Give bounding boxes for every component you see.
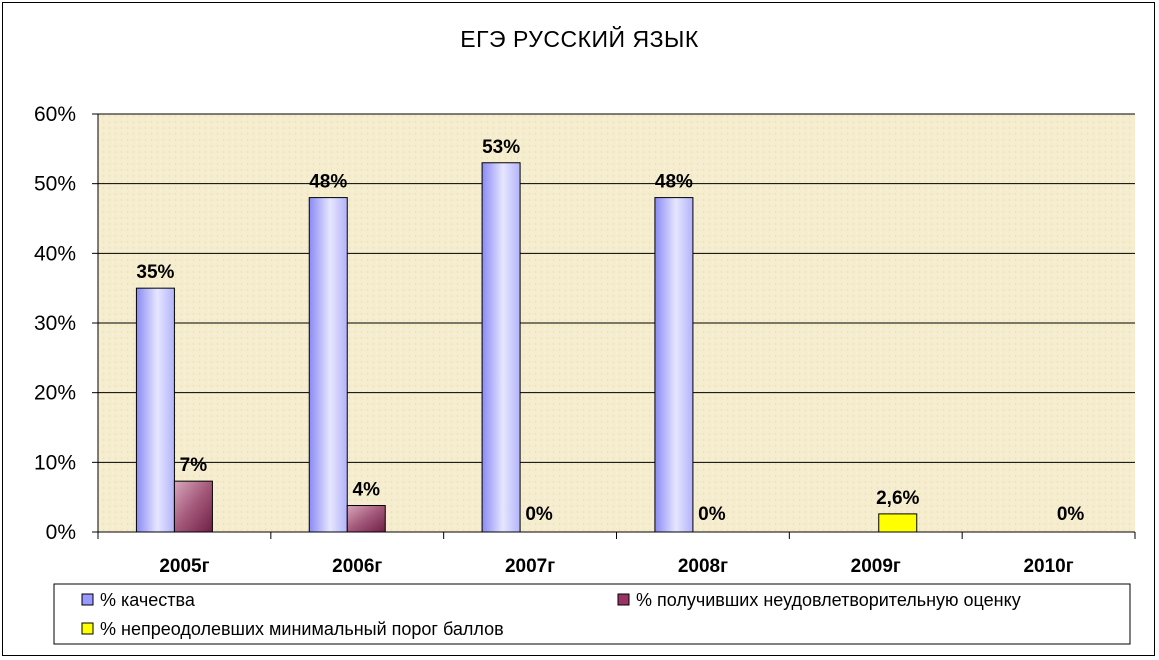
data-label: 48% [309, 172, 347, 193]
x-tick-label: 2007г [505, 556, 555, 577]
y-tick-label: 50% [34, 173, 76, 196]
data-label: 48% [655, 172, 693, 193]
y-tick-label: 0% [46, 521, 76, 544]
legend-swatch [617, 593, 630, 606]
legend-label: % качества [100, 590, 196, 610]
data-label: 35% [136, 262, 174, 283]
y-tick-label: 30% [34, 312, 76, 335]
data-label: 0% [1057, 504, 1085, 525]
bar-1 [481, 162, 521, 533]
legend-swatch [81, 622, 94, 635]
y-tick-label: 60% [34, 103, 76, 126]
y-tick-label: 10% [34, 451, 76, 474]
legend-label: % непреодолевших минимальный порог балло… [100, 619, 504, 639]
legend-swatch [81, 593, 94, 606]
data-label: 2,6% [876, 488, 919, 509]
data-label: 0% [698, 504, 726, 525]
x-tick-label: 2006г [332, 556, 382, 577]
y-tick-label: 40% [34, 242, 76, 265]
x-tick-label: 2009г [851, 556, 901, 577]
chart-title: ЕГЭ РУССКИЙ ЯЗЫК [460, 26, 699, 52]
bar-1 [135, 287, 175, 533]
data-label: 53% [482, 137, 520, 158]
bar-1 [654, 197, 694, 533]
bar-2 [173, 480, 213, 533]
x-tick-label: 2010г [1023, 556, 1073, 577]
y-tick-label: 20% [34, 382, 76, 405]
data-label: 4% [353, 480, 381, 501]
legend-label: % получивших неудовлетворительную оценку [636, 590, 1021, 610]
legend-box [53, 583, 1131, 645]
bar-1 [308, 197, 348, 533]
bar-3 [878, 513, 918, 533]
data-label: 0% [525, 504, 553, 525]
x-tick-label: 2005г [159, 556, 209, 577]
data-label: 7% [180, 455, 208, 476]
x-tick-label: 2008г [678, 556, 728, 577]
bar-2 [346, 505, 386, 533]
